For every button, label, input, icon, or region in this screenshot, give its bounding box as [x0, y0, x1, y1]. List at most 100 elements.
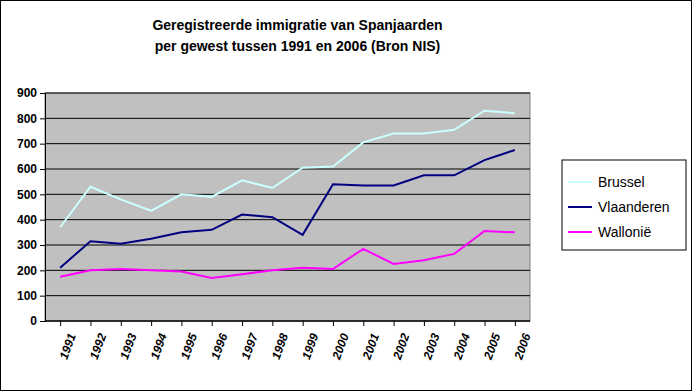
y-tick: 600 — [17, 162, 45, 176]
y-tick-mark — [40, 296, 45, 297]
legend-swatch — [568, 206, 592, 208]
x-tick-label: 2003 — [420, 331, 443, 362]
chart-background — [1, 1, 692, 391]
x-tick-mark — [60, 321, 61, 326]
legend: Brussel Vlaanderen Wallonië — [562, 160, 686, 250]
y-tick-label: 900 — [17, 86, 37, 100]
y-tick-mark — [40, 93, 45, 94]
plot-area — [45, 93, 530, 321]
y-tick-label: 800 — [17, 112, 37, 126]
x-tick-mark — [394, 321, 395, 326]
x-tick: 1997 — [239, 321, 262, 361]
y-tick-label: 0 — [30, 314, 37, 328]
grid-line — [45, 143, 530, 144]
y-tick-label: 300 — [17, 238, 37, 252]
y-tick-label: 500 — [17, 188, 37, 202]
y-tick-label: 200 — [17, 264, 37, 278]
x-tick-label: 2001 — [359, 331, 382, 362]
x-tick: 1999 — [299, 321, 321, 361]
x-tick-mark — [333, 321, 334, 326]
x-tick-label: 2002 — [390, 331, 413, 362]
x-tick-mark — [121, 321, 122, 326]
grid — [45, 93, 530, 321]
x-tick-label: 1995 — [178, 331, 200, 361]
x-tick-label: 1994 — [148, 331, 170, 361]
x-tick-label: 2004 — [450, 331, 473, 362]
x-axis-line — [45, 321, 530, 322]
legend-swatch — [568, 181, 592, 183]
grid-line — [45, 219, 530, 220]
x-tick-label: 1991 — [57, 331, 79, 361]
x-tick-label: 1993 — [117, 331, 139, 361]
legend-label: Vlaanderen — [598, 199, 670, 215]
y-tick: 800 — [17, 112, 45, 126]
y-axis: 0 100 200 300 400 500 600 700 800 900 — [17, 86, 46, 328]
grid-line — [45, 194, 530, 195]
y-tick: 500 — [17, 188, 45, 202]
x-tick-mark — [424, 321, 425, 326]
x-tick-label: 1998 — [269, 331, 291, 361]
x-tick: 1995 — [178, 321, 200, 361]
y-tick-mark — [40, 118, 45, 119]
x-tick: 2005 — [481, 321, 504, 362]
y-tick-mark — [40, 144, 45, 145]
y-tick-label: 700 — [17, 137, 37, 151]
series-line — [60, 231, 515, 278]
x-tick-mark — [90, 321, 91, 326]
y-axis-line — [40, 94, 46, 322]
x-tick-label: 1992 — [87, 331, 109, 361]
x-tick: 2002 — [390, 321, 413, 362]
x-tick-mark — [151, 321, 152, 326]
y-tick-label: 100 — [17, 289, 37, 303]
legend-label: Wallonië — [598, 224, 651, 240]
chart-title: Geregistreerde immigratie van Spanjaarde… — [152, 17, 442, 33]
x-tick-mark — [515, 321, 516, 326]
x-tick: 1991 — [57, 321, 79, 361]
y-tick: 0 — [30, 314, 45, 328]
x-tick-mark — [485, 321, 486, 326]
x-axis: 1991 1992 1993 1994 1995 1996 1997 1998 1999 2000… — [45, 321, 534, 362]
x-tick: 1994 — [148, 321, 170, 361]
x-tick: 2001 — [359, 321, 382, 362]
grid-line — [45, 118, 530, 119]
legend-box — [562, 160, 686, 250]
series-group — [60, 111, 515, 278]
y-tick: 300 — [17, 238, 45, 252]
x-tick-label: 1999 — [299, 331, 321, 361]
x-tick-mark — [272, 321, 273, 326]
y-tick: 100 — [17, 289, 45, 303]
x-tick: 1992 — [87, 321, 109, 361]
x-tick: 1993 — [117, 321, 139, 361]
x-tick: 1998 — [269, 321, 291, 361]
chart-title: per gewest tussen 1991 en 2006 (Bron NIS… — [155, 38, 441, 54]
grid-line — [45, 245, 530, 246]
y-tick: 200 — [17, 264, 45, 278]
y-tick-mark — [40, 169, 45, 170]
legend-label: Brussel — [598, 174, 645, 190]
grid-line — [45, 321, 530, 322]
grid-line — [45, 169, 530, 170]
x-tick-mark — [303, 321, 304, 326]
x-tick-mark — [181, 321, 182, 326]
series-line — [60, 111, 515, 228]
x-tick: 2003 — [420, 321, 443, 362]
grid-line — [45, 295, 530, 296]
y-tick: 400 — [17, 213, 45, 227]
y-tick-mark — [40, 245, 45, 246]
chart: Geregistreerde immigratie van Spanjaarde… — [0, 0, 692, 391]
x-tick-label: 1996 — [208, 331, 230, 361]
y-tick-mark — [40, 194, 45, 195]
y-tick-label: 400 — [17, 213, 37, 227]
x-tick-mark — [212, 321, 213, 326]
y-tick-mark — [40, 270, 45, 271]
x-tick-mark — [454, 321, 455, 326]
x-tick-mark — [363, 321, 364, 326]
grid-line — [45, 93, 530, 94]
x-tick-label: 2000 — [329, 331, 352, 362]
x-tick: 1996 — [208, 321, 230, 361]
y-tick: 900 — [17, 86, 45, 100]
x-tick: 2000 — [329, 321, 352, 362]
y-tick: 700 — [17, 137, 45, 151]
y-tick-label: 600 — [17, 162, 37, 176]
y-tick-mark — [40, 220, 45, 221]
